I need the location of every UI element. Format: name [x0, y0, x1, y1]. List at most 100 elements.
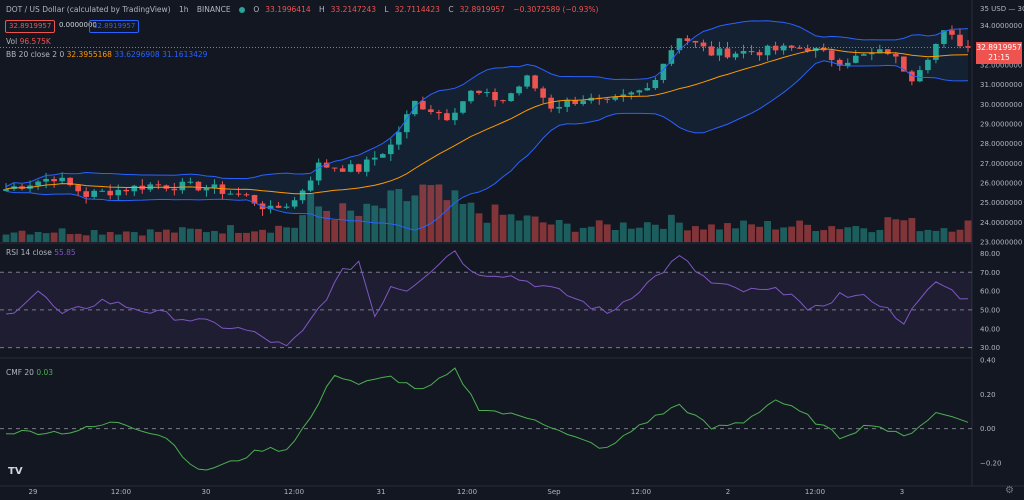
candle-body[interactable] — [131, 185, 138, 192]
candle-body[interactable] — [652, 80, 659, 89]
candle-body[interactable] — [51, 179, 57, 182]
candle-body[interactable] — [107, 190, 114, 196]
candle-body[interactable] — [468, 90, 474, 102]
candle-body[interactable] — [877, 49, 883, 53]
candle-body[interactable] — [195, 181, 202, 191]
candle-body[interactable] — [339, 168, 346, 172]
candle-body[interactable] — [323, 162, 330, 168]
candle-body[interactable] — [99, 190, 106, 192]
candle-body[interactable] — [532, 75, 538, 89]
candle-body[interactable] — [492, 91, 498, 101]
candle-body[interactable] — [283, 206, 290, 208]
candle-body[interactable] — [660, 63, 667, 81]
candle-body[interactable] — [868, 52, 875, 55]
candle-body[interactable] — [885, 49, 891, 54]
candle-body[interactable] — [548, 97, 554, 109]
interval-label[interactable]: 1h — [178, 5, 189, 14]
symbol-title[interactable]: DOT / US Dollar (calculated by TradingVi… — [6, 5, 171, 14]
candle-body[interactable] — [211, 184, 218, 188]
candle-body[interactable] — [636, 90, 643, 93]
candle-body[interactable] — [933, 43, 939, 60]
candle-body[interactable] — [676, 38, 683, 51]
candle-body[interactable] — [347, 164, 354, 172]
candle-body[interactable] — [235, 193, 242, 195]
candle-body[interactable] — [836, 59, 843, 66]
candle-body[interactable] — [644, 88, 651, 91]
candle-body[interactable] — [612, 96, 619, 100]
candle-body[interactable] — [371, 157, 378, 160]
candle-body[interactable] — [299, 190, 306, 201]
candle-body[interactable] — [436, 111, 442, 114]
candle-body[interactable] — [524, 75, 530, 87]
candle-body[interactable] — [572, 99, 578, 105]
candle-body[interactable] — [460, 101, 466, 113]
candle-body[interactable] — [379, 154, 386, 158]
candle-body[interactable] — [628, 92, 635, 95]
candle-body[interactable] — [484, 91, 490, 94]
candle-body[interactable] — [307, 180, 314, 191]
candle-body[interactable] — [428, 109, 434, 112]
candle-body[interactable] — [404, 114, 410, 133]
candle-body[interactable] — [788, 45, 795, 48]
candle-body[interactable] — [452, 112, 458, 121]
candle-body[interactable] — [267, 205, 274, 210]
candle-body[interactable] — [692, 40, 699, 43]
candle-body[interactable] — [909, 71, 915, 82]
candle-body[interactable] — [420, 100, 426, 110]
candle-body[interactable] — [331, 167, 338, 169]
candle-body[interactable] — [796, 47, 803, 49]
candle-body[interactable] — [123, 189, 130, 192]
candle-body[interactable] — [275, 205, 282, 208]
sell-button[interactable]: 32.8919957 — [5, 20, 56, 33]
candle-body[interactable] — [203, 187, 210, 191]
candle-body[interactable] — [564, 99, 570, 107]
candle-body[interactable] — [724, 48, 731, 58]
candle-body[interactable] — [500, 100, 506, 102]
cmf-legend[interactable]: CMF 20 0.03 — [6, 368, 53, 377]
candle-body[interactable] — [387, 144, 394, 155]
tradingview-logo-icon[interactable]: TV — [8, 466, 23, 477]
candle-body[interactable] — [91, 190, 97, 197]
candle-body[interactable] — [949, 30, 955, 35]
candle-body[interactable] — [668, 50, 675, 64]
candle-body[interactable] — [804, 48, 811, 51]
candle-body[interactable] — [75, 185, 81, 192]
candle-body[interactable] — [291, 200, 298, 207]
candle-body[interactable] — [67, 177, 73, 186]
candle-body[interactable] — [901, 56, 907, 72]
candle-body[interactable] — [516, 86, 522, 94]
candle-body[interactable] — [860, 54, 867, 56]
candle-body[interactable] — [115, 189, 122, 196]
candle-body[interactable] — [155, 184, 162, 186]
gear-icon[interactable]: ⚙ — [1005, 485, 1014, 496]
candle-body[interactable] — [580, 100, 587, 105]
candle-body[interactable] — [700, 42, 707, 47]
candle-body[interactable] — [355, 164, 362, 172]
candle-body[interactable] — [708, 46, 715, 56]
candle-body[interactable] — [828, 50, 835, 60]
candle-body[interactable] — [315, 162, 322, 181]
candle-body[interactable] — [893, 53, 899, 57]
candle-body[interactable] — [363, 159, 370, 172]
candle-body[interactable] — [43, 179, 49, 182]
candle-body[interactable] — [764, 45, 771, 56]
candle-body[interactable] — [844, 62, 851, 66]
candle-body[interactable] — [444, 113, 450, 121]
candle-body[interactable] — [227, 193, 234, 195]
candle-body[interactable] — [251, 195, 258, 204]
candle-body[interactable] — [716, 48, 723, 56]
candle-body[interactable] — [476, 90, 482, 94]
buy-button[interactable]: 32.8919957 — [89, 20, 140, 33]
candle-body[interactable] — [556, 106, 562, 109]
candle-body[interactable] — [756, 52, 763, 56]
candle-body[interactable] — [740, 51, 747, 54]
volume-legend[interactable]: Vol 96.575K — [6, 37, 51, 46]
candle-body[interactable] — [732, 53, 739, 58]
candle-body[interactable] — [604, 98, 611, 100]
candle-body[interactable] — [941, 30, 947, 44]
candle-body[interactable] — [620, 94, 627, 97]
candle-body[interactable] — [396, 132, 402, 145]
candle-body[interactable] — [772, 45, 779, 51]
candle-body[interactable] — [171, 188, 178, 191]
